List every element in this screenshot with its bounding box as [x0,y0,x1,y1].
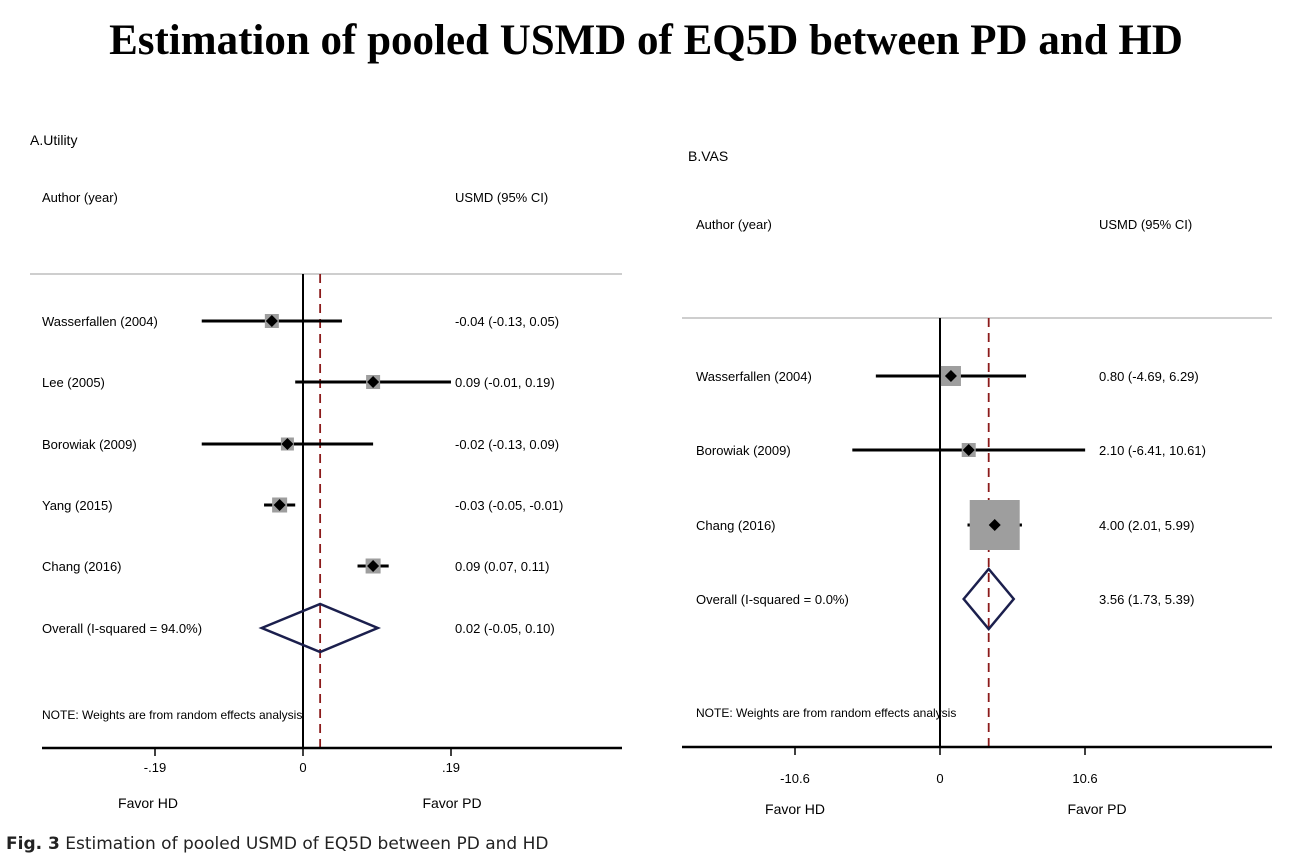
pooled-estimate-diamond [258,602,382,654]
panel-label: B.VAS [688,148,728,164]
column-header-estimate: USMD (95% CI) [455,190,548,205]
favor-pd-label: Favor PD [422,795,481,811]
point-estimate-marker [273,499,286,511]
caption-label: Fig. 3 [6,834,60,854]
study-estimate-label: 0.09 (-0.01, 0.19) [455,375,555,390]
x-tick-label: 10.6 [1072,771,1097,786]
column-header-estimate: USMD (95% CI) [1099,217,1192,232]
overall-estimate-label: 0.02 (-0.05, 0.10) [455,621,555,636]
study-estimate-label: 0.09 (0.07, 0.11) [455,559,549,574]
point-estimate-marker [281,438,294,450]
point-estimate-marker [988,519,1001,531]
panel-label: A.Utility [30,132,77,148]
weights-note: NOTE: Weights are from random effects an… [42,708,302,722]
figure-caption: Fig. 3 Estimation of pooled USMD of EQ5D… [6,834,548,854]
weights-note: NOTE: Weights are from random effects an… [696,706,956,720]
x-tick-label: -10.6 [780,771,810,786]
point-estimate-marker [367,376,380,388]
study-name: Chang (2016) [696,518,776,533]
study-row-vas: Borowiak (2009) 2.10 (-6.41, 10.61) [696,443,1206,458]
study-row-utility: Borowiak (2009) -0.02 (-0.13, 0.09) [42,437,559,452]
study-row-vas: Wasserfallen (2004) 0.80 (-4.69, 6.29) [696,366,1199,386]
study-name: Wasserfallen (2004) [696,369,812,384]
study-estimate-label: 0.80 (-4.69, 6.29) [1099,369,1199,384]
study-estimate-label: 2.10 (-6.41, 10.61) [1099,443,1206,458]
study-name: Yang (2015) [42,498,113,513]
study-row-utility: Chang (2016) 0.09 (0.07, 0.11) [42,558,549,574]
study-row-vas: Chang (2016) 4.00 (2.01, 5.99) [696,500,1194,550]
favor-hd-label: Favor HD [118,795,178,811]
overall-label: Overall (I-squared = 94.0%) [42,621,202,636]
point-estimate-marker [962,444,975,456]
caption-text: Estimation of pooled USMD of EQ5D betwee… [65,834,549,854]
study-name: Borowiak (2009) [696,443,791,458]
study-row-utility: Yang (2015) -0.03 (-0.05, -0.01) [42,497,563,513]
study-name: Borowiak (2009) [42,437,137,452]
overall-label: Overall (I-squared = 0.0%) [696,592,849,607]
study-name: Wasserfallen (2004) [42,314,158,329]
favor-hd-label: Favor HD [765,801,825,817]
favor-pd-label: Favor PD [1067,801,1126,817]
column-header-author: Author (year) [42,190,118,205]
study-estimate-label: -0.03 (-0.05, -0.01) [455,498,563,513]
figure-title: Estimation of pooled USMD of EQ5D betwee… [109,17,1183,64]
study-row-utility: Lee (2005) 0.09 (-0.01, 0.19) [42,375,555,390]
study-estimate-label: 4.00 (2.01, 5.99) [1099,518,1194,533]
point-estimate-marker [944,370,957,382]
point-estimate-marker [367,560,380,572]
study-name: Chang (2016) [42,559,122,574]
point-estimate-marker [265,315,278,327]
panel-b-vas: B.VAS Author (year) USMD (95% CI) Wasserfal… [682,148,1272,817]
pooled-estimate-diamond [962,567,1016,631]
overall-estimate-label: 3.56 (1.73, 5.39) [1099,592,1194,607]
x-tick-label: -.19 [144,760,166,775]
study-estimate-label: -0.02 (-0.13, 0.09) [455,437,559,452]
x-tick-label: .19 [442,760,460,775]
panel-a-utility: A.Utility Author (year) USMD (95% CI) Wasse… [30,132,622,811]
x-tick-label: 0 [299,760,306,775]
study-estimate-label: -0.04 (-0.13, 0.05) [455,314,559,329]
x-tick-label: 0 [936,771,943,786]
column-header-author: Author (year) [696,217,772,232]
study-name: Lee (2005) [42,375,105,390]
study-row-utility: Wasserfallen (2004) -0.04 (-0.13, 0.05) [42,314,559,329]
